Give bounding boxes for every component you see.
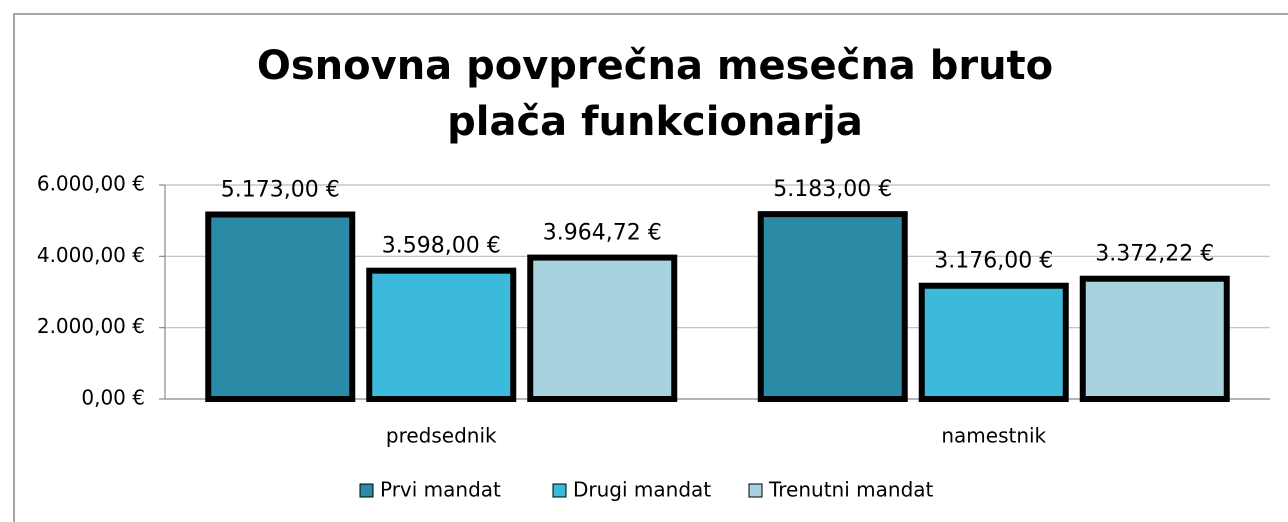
data-label: 3.372,22 € (1095, 242, 1214, 267)
y-tick-label: 0,00 € (81, 386, 145, 410)
data-label: 3.176,00 € (934, 249, 1053, 274)
chart-title: Osnovna povprečna mesečna bruto plača fu… (256, 43, 1054, 145)
bar (205, 211, 356, 402)
y-tick-label: 6.000,00 € (37, 172, 145, 196)
data-label: 5.173,00 € (221, 177, 340, 202)
bar (918, 282, 1069, 402)
y-tick-label: 4.000,00 € (37, 243, 145, 267)
chart-frame (13, 13, 1288, 522)
bar (1079, 275, 1230, 402)
bar (757, 211, 908, 402)
y-tick-label: 2.000,00 € (37, 314, 145, 338)
bar (527, 254, 678, 402)
data-label: 3.964,72 € (543, 221, 662, 246)
legend-swatch (552, 483, 567, 498)
bar (366, 267, 517, 402)
legend-label: Drugi mandat (573, 478, 711, 502)
data-label: 3.598,00 € (382, 234, 501, 259)
legend-swatch (359, 483, 374, 498)
data-label: 5.183,00 € (773, 177, 892, 202)
legend-label: Prvi mandat (380, 478, 501, 502)
x-tick-label: predsednik (386, 424, 497, 448)
x-tick-label: namestnik (941, 424, 1046, 448)
legend-label: Trenutni mandat (768, 478, 934, 502)
legend-swatch (748, 483, 763, 498)
